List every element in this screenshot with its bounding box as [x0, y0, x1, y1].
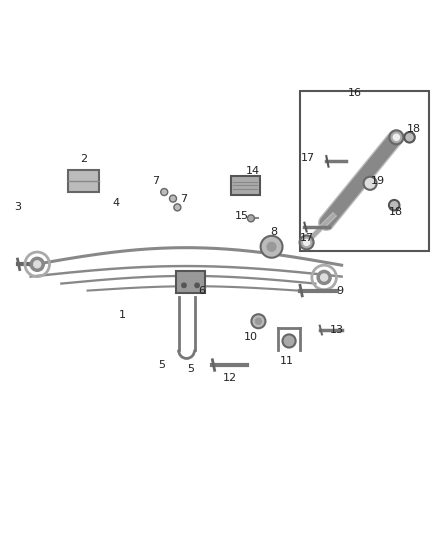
Text: 7: 7: [180, 193, 187, 204]
Text: 6: 6: [198, 286, 205, 296]
Bar: [68, 170, 99, 192]
Circle shape: [247, 215, 254, 222]
Bar: [176, 271, 205, 293]
Circle shape: [283, 334, 296, 348]
Text: 3: 3: [14, 203, 21, 212]
Text: 19: 19: [371, 176, 385, 186]
Circle shape: [267, 243, 276, 251]
Text: 9: 9: [336, 286, 343, 296]
Circle shape: [161, 189, 168, 196]
Text: 1: 1: [119, 310, 126, 320]
Text: 17: 17: [301, 153, 315, 163]
Circle shape: [393, 134, 399, 140]
Text: 15: 15: [235, 211, 249, 221]
Circle shape: [364, 177, 377, 190]
Bar: [300, 91, 429, 251]
Circle shape: [182, 283, 186, 287]
Text: 17: 17: [300, 233, 314, 243]
Circle shape: [30, 257, 44, 271]
Bar: [231, 175, 259, 195]
Circle shape: [321, 274, 328, 281]
Text: 16: 16: [348, 88, 362, 99]
Text: 2: 2: [80, 154, 87, 164]
Text: 11: 11: [280, 356, 294, 366]
Circle shape: [317, 270, 331, 285]
Circle shape: [251, 314, 265, 328]
Circle shape: [404, 132, 415, 142]
Circle shape: [389, 130, 403, 144]
Circle shape: [174, 204, 181, 211]
Text: 18: 18: [407, 124, 421, 134]
Text: 8: 8: [270, 228, 277, 237]
Text: 7: 7: [152, 176, 159, 186]
Text: 12: 12: [223, 373, 237, 383]
Text: 18: 18: [389, 207, 403, 217]
Text: 4: 4: [113, 198, 120, 208]
Text: 5: 5: [159, 360, 166, 370]
Circle shape: [304, 239, 310, 246]
Circle shape: [389, 200, 399, 211]
Text: 14: 14: [246, 166, 260, 176]
Circle shape: [170, 195, 177, 202]
Circle shape: [261, 236, 283, 258]
Text: 10: 10: [244, 333, 258, 343]
Circle shape: [34, 261, 41, 268]
Text: 5: 5: [187, 365, 194, 374]
Circle shape: [300, 236, 314, 249]
Circle shape: [255, 318, 261, 324]
Circle shape: [195, 283, 199, 287]
Text: 13: 13: [330, 325, 344, 335]
